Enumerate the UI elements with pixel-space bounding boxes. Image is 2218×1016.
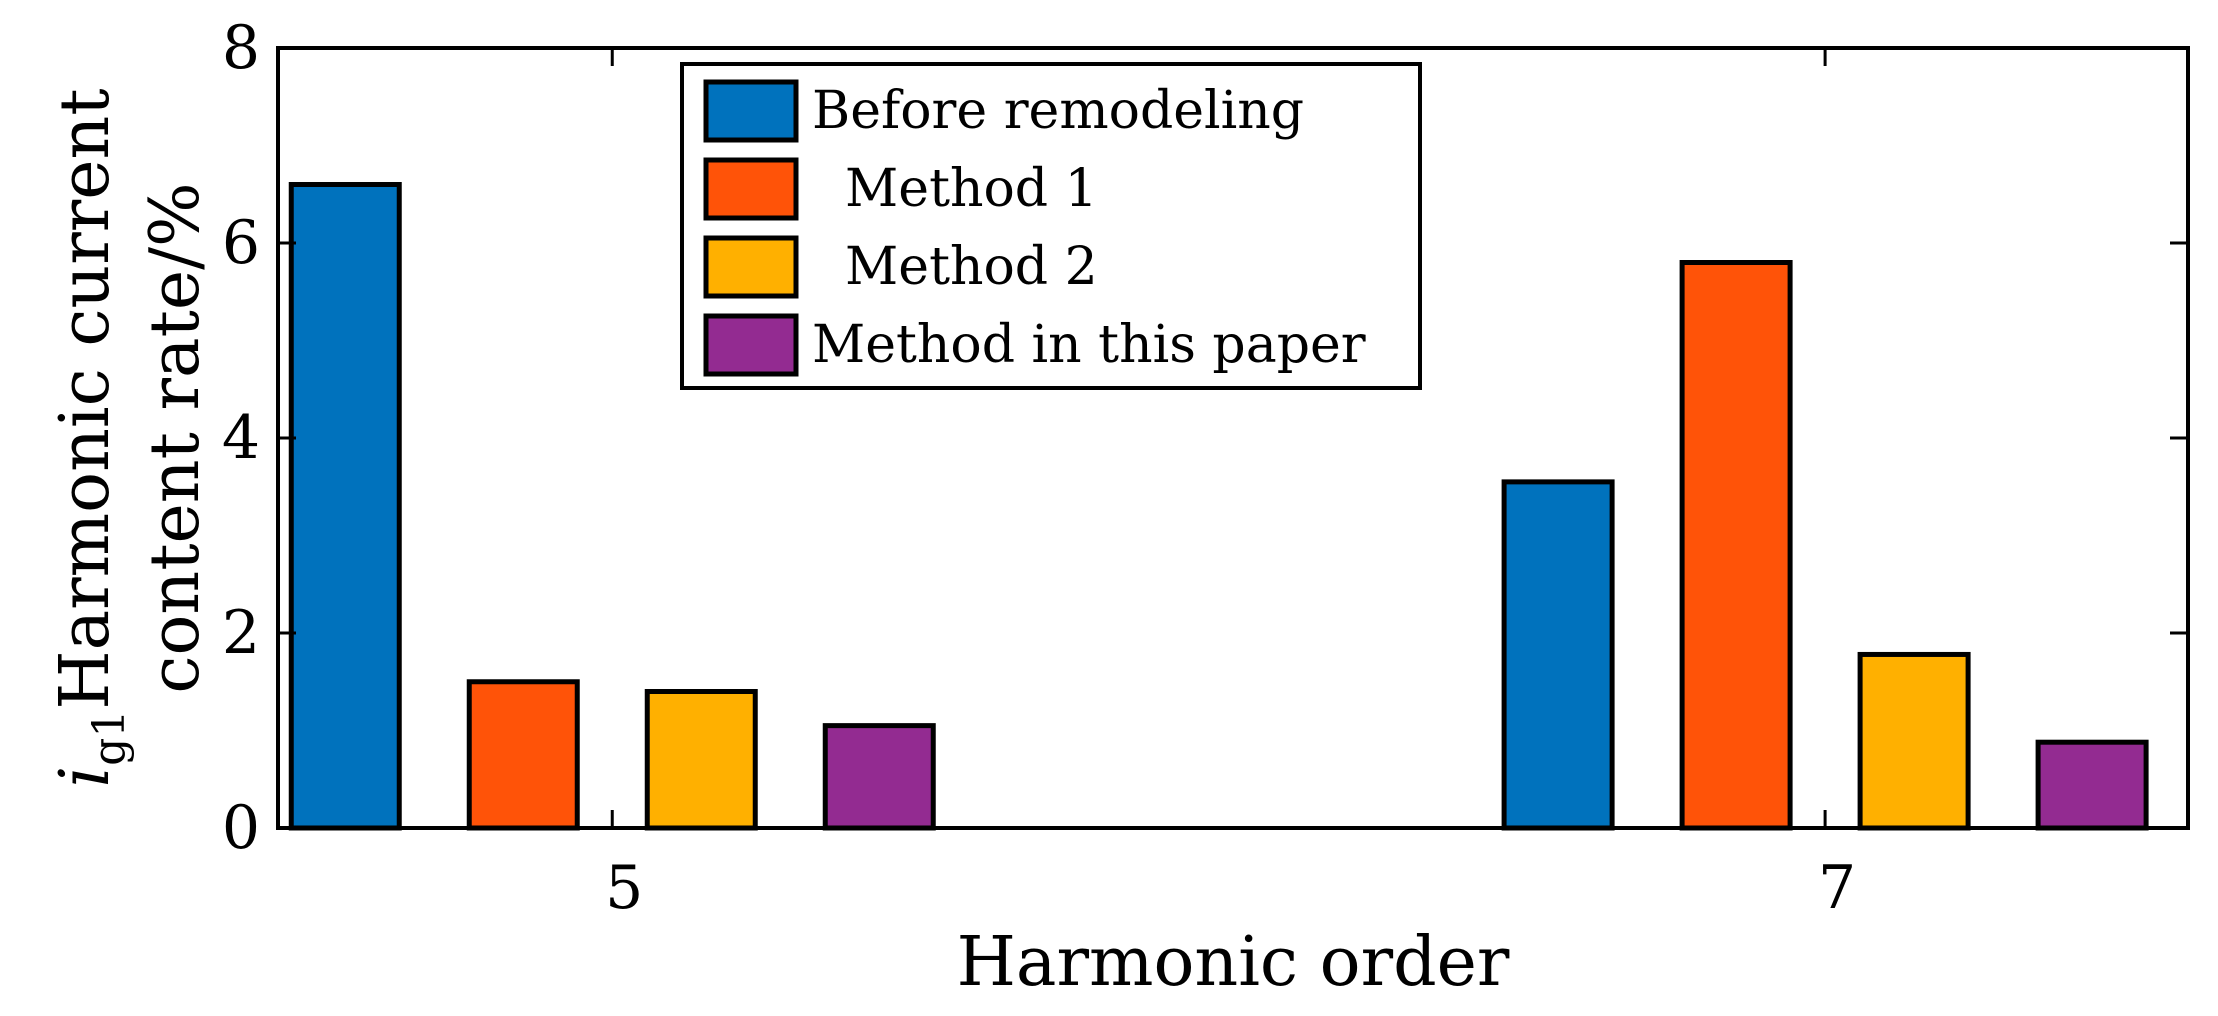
bar-4-cat-5 — [822, 723, 936, 831]
bar-4-cat-7 — [2035, 739, 2149, 831]
legend-swatch-1 — [703, 79, 799, 143]
bars-group — [288, 182, 2149, 831]
y-tick-label-6: 6 — [222, 208, 260, 278]
x-axis-title: Harmonic order — [957, 923, 1510, 1002]
bar-1-cat-7 — [1501, 479, 1615, 831]
y-tick-label-8: 8 — [222, 13, 260, 83]
legend-swatch-4 — [703, 313, 799, 377]
y-tick-label-2: 2 — [222, 598, 260, 668]
y-axis-symbol: i — [46, 766, 125, 788]
legend: Before remodeling Method 1 Method 2 Metho… — [680, 62, 1422, 390]
legend-swatch-2 — [703, 157, 799, 221]
bar-2-cat-7 — [1679, 260, 1793, 831]
bar-2-cat-5 — [466, 679, 580, 831]
legend-box — [680, 62, 1422, 390]
y-axis-subscript: g1 — [84, 710, 135, 766]
legend-label-1: Before remodeling — [812, 81, 1304, 141]
y-axis-title: ig1Harmonic current content rate/% — [46, 88, 215, 787]
y-axis-title-line1: ig1Harmonic current — [46, 88, 135, 787]
bar-1-cat-5 — [288, 182, 402, 831]
legend-swatch-3 — [703, 235, 799, 299]
y-axis-title-text: Harmonic current — [46, 88, 125, 709]
legend-label-4: Method in this paper — [812, 315, 1366, 375]
bar-3-cat-7 — [1857, 651, 1971, 831]
x-tick-label-7: 7 — [1818, 853, 1856, 923]
legend-label-2: Method 1 — [812, 159, 1098, 219]
axis-ticks — [278, 46, 2188, 830]
tick-labels: 0 2 4 6 8 5 7 — [222, 13, 1856, 923]
y-tick-label-4: 4 — [222, 403, 260, 473]
legend-label-3: Method 2 — [812, 237, 1098, 297]
y-tick-label-0: 0 — [222, 793, 260, 863]
x-tick-label-5: 5 — [605, 853, 643, 923]
y-axis-title-line2: content rate/% — [136, 182, 215, 693]
bar-3-cat-5 — [644, 689, 758, 831]
